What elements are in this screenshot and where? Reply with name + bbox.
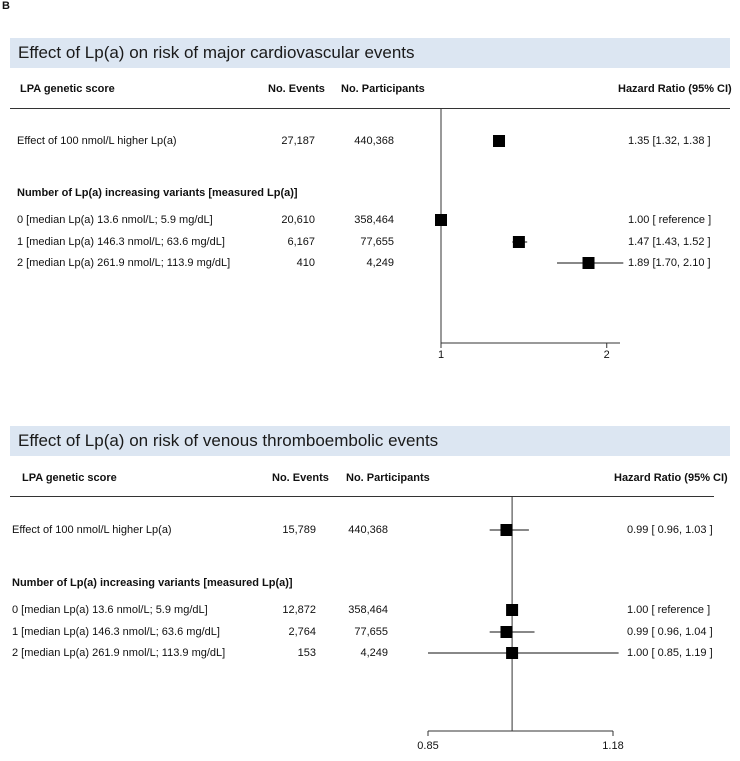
- panel2-col-label: LPA genetic score: [22, 472, 117, 484]
- panel2-x-tick-label-1: 1.18: [602, 740, 623, 752]
- panel1-row0-participants: 358,464: [354, 214, 394, 226]
- panel1-col-label: LPA genetic score: [20, 83, 115, 95]
- panel1-row0-point: [435, 214, 447, 226]
- panel1-row1-point: [512, 236, 525, 248]
- panel1-row1-participants: 77,655: [360, 236, 394, 248]
- panel2-row0-point: [506, 604, 519, 616]
- panel2-row0-participants: 358,464: [348, 604, 388, 616]
- panel1-x-tick-label-1: 2: [604, 349, 610, 361]
- panel1-row0-label: 0 [median Lp(a) 13.6 nmol/L; 5.9 mg/dL]: [17, 214, 213, 226]
- panel2-row2-point: [506, 647, 519, 659]
- panel2-title: Effect of Lp(a) on risk of venous thromb…: [18, 431, 439, 450]
- panel2-continuous-label: Effect of 100 nmol/L higher Lp(a): [12, 524, 172, 536]
- panel1-row2-participants: 4,249: [366, 257, 394, 269]
- panel2-row2-participants: 4,249: [360, 647, 388, 659]
- panel2-row1-hr: 0.99 [ 0.96, 1.04 ]: [627, 626, 713, 638]
- panel2-row1-label: 1 [median Lp(a) 146.3 nmol/L; 63.6 mg/dL…: [12, 626, 220, 638]
- panel2-title-band: Effect of Lp(a) on risk of venous thromb…: [10, 426, 730, 456]
- panel1-col-hr: Hazard Ratio (95% CI): [618, 83, 732, 95]
- panel2-continuous-events: 15,789: [282, 524, 316, 536]
- panel1-row0-hr: 1.00 [ reference ]: [628, 214, 712, 226]
- panel1-header-rule: [10, 108, 730, 109]
- panel2-row0-hr: 1.00 [ reference ]: [627, 604, 711, 616]
- panel1-continuous-events: 27,187: [281, 135, 315, 147]
- panel-letter: B: [2, 0, 10, 12]
- panel1-row2-events: 410: [296, 257, 315, 269]
- panel1-row2-point: [582, 257, 595, 269]
- panel2-row0-events: 12,872: [282, 604, 316, 616]
- panel2-col-hr: Hazard Ratio (95% CI): [614, 472, 728, 484]
- panel2-row2-label: 2 [median Lp(a) 261.9 nmol/L; 113.9 mg/d…: [12, 647, 226, 659]
- panel2-continuous-hr: 0.99 [ 0.96, 1.03 ]: [627, 524, 713, 536]
- panel2-col-participants: No. Participants: [346, 472, 430, 484]
- panel2-row2-hr: 1.00 [ 0.85, 1.19 ]: [627, 647, 713, 659]
- panel2-col-events: No. Events: [272, 472, 329, 484]
- panel1-row2-hr: 1.89 [1.70, 2.10 ]: [628, 257, 711, 269]
- panel2-row2-events: 153: [297, 647, 316, 659]
- panel1-x-tick-label-0: 1: [438, 349, 444, 361]
- panel2-subheader: Number of Lp(a) increasing variants [mea…: [12, 577, 293, 589]
- panel1-continuous-hr: 1.35 [1.32, 1.38 ]: [628, 135, 711, 147]
- panel2-continuous-point: [500, 524, 513, 536]
- panel1-row2-label: 2 [median Lp(a) 261.9 nmol/L; 113.9 mg/d…: [17, 257, 231, 269]
- panel1-continuous-point: [493, 135, 506, 147]
- panel2-row0-label: 0 [median Lp(a) 13.6 nmol/L; 5.9 mg/dL]: [12, 604, 208, 616]
- panel1-title: Effect of Lp(a) on risk of major cardiov…: [18, 43, 415, 62]
- panel1-row1-label: 1 [median Lp(a) 146.3 nmol/L; 63.6 mg/dL…: [17, 236, 225, 248]
- panel2-x-tick-label-0: 0.85: [417, 740, 438, 752]
- panel1-title-band: Effect of Lp(a) on risk of major cardiov…: [10, 38, 730, 68]
- panel1-row0-events: 20,610: [281, 214, 315, 226]
- panel1-continuous-label: Effect of 100 nmol/L higher Lp(a): [17, 135, 177, 147]
- panel1-subheader: Number of Lp(a) increasing variants [mea…: [17, 187, 298, 199]
- panel1-continuous-participants: 440,368: [354, 135, 394, 147]
- panel2-header-rule: [10, 496, 714, 497]
- panel2-row1-participants: 77,655: [354, 626, 388, 638]
- panel1-row1-hr: 1.47 [1.43, 1.52 ]: [628, 236, 711, 248]
- panel1-col-participants: No. Participants: [341, 83, 425, 95]
- panel2-row1-events: 2,764: [288, 626, 316, 638]
- panel1-row1-events: 6,167: [287, 236, 315, 248]
- panel2-continuous-participants: 440,368: [348, 524, 388, 536]
- panel1-col-events: No. Events: [268, 83, 325, 95]
- panel2-row1-point: [500, 626, 513, 638]
